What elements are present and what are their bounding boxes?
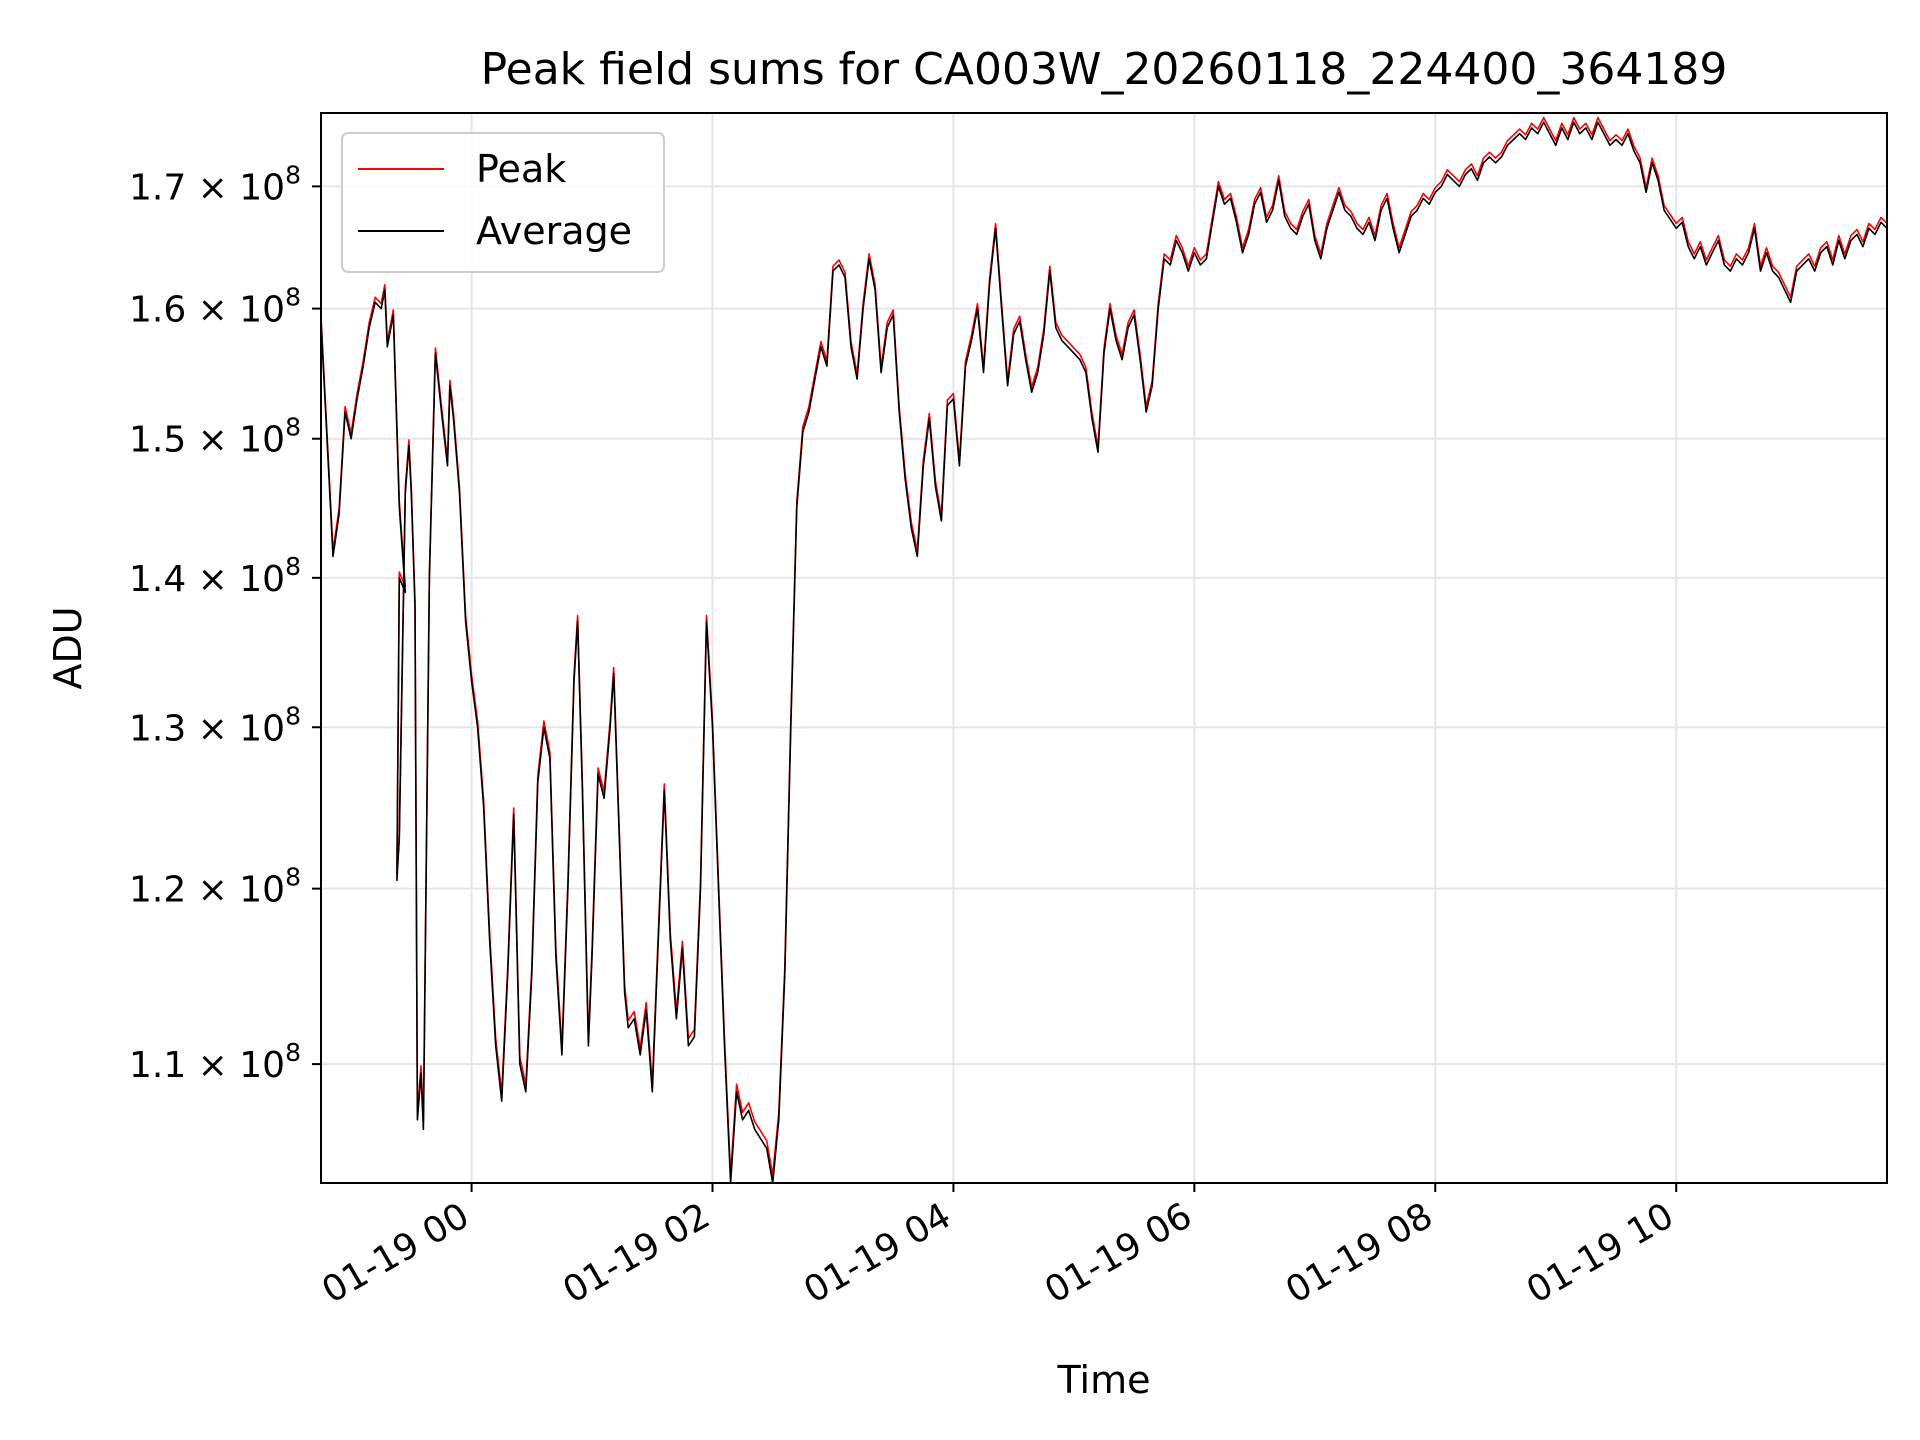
legend-label-peak: Peak <box>476 147 566 191</box>
y-axis-label: ADU <box>46 606 90 689</box>
y-tick-label: 1.4 × 108 <box>129 552 301 600</box>
legend-label-average: Average <box>476 209 632 253</box>
series-line-average <box>320 121 1888 1184</box>
y-tick-label: 1.5 × 108 <box>129 413 301 461</box>
y-axis: 1.1 × 108 1.2 × 108 1.3 × 108 1.4 × 108 1.5 … <box>129 160 321 1086</box>
grid <box>321 113 1887 1183</box>
y-tick-label: 1.1 × 108 <box>129 1038 301 1086</box>
plot-frame <box>320 112 1888 1184</box>
y-tick-label: 1.2 × 108 <box>129 863 301 911</box>
y-tick-label: 1.7 × 108 <box>129 160 301 208</box>
legend: Peak Average <box>341 132 665 273</box>
legend-box <box>341 132 665 273</box>
y-tick-label: 1.6 × 108 <box>129 283 301 331</box>
chart-title: Peak field sums for CA003W_20260118_2244… <box>481 44 1728 95</box>
series-layer <box>320 116 1888 1184</box>
y-tick-label: 1.3 × 108 <box>129 701 301 749</box>
x-axis-label: Time <box>1057 1358 1151 1402</box>
